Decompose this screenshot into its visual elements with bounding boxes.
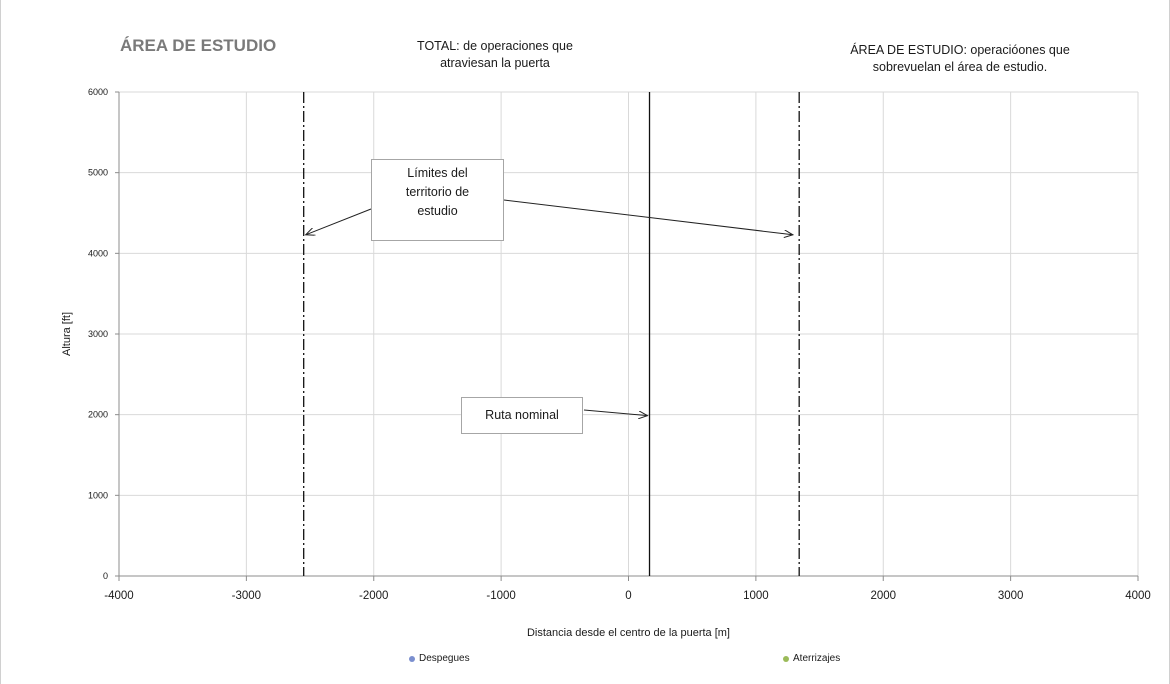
area-note-line2: sobrevuelan el área de estudio. [872, 60, 1048, 74]
legend-marker-icon [409, 655, 415, 662]
limit-arrow-left [306, 208, 372, 235]
area-note: ÁREA DE ESTUDIO: operacióones que sobrev… [800, 42, 1120, 76]
total-note-line1: TOTAL: de operaciones que [417, 39, 573, 53]
x-tick-label: 4000 [1125, 590, 1151, 602]
limits-callout-line3: estudio [417, 204, 458, 218]
limits-callout-line1: Límites del [407, 166, 468, 180]
x-tick-label: 1000 [743, 590, 769, 602]
limit-arrow-right [503, 199, 793, 235]
y-tick-label: 2000 [88, 410, 108, 420]
y-axis-title: Altura [ft] [61, 312, 73, 356]
x-tick-label: -3000 [232, 590, 261, 602]
x-tick-label: -4000 [104, 590, 133, 602]
limits-callout: Límites del territorio de estudio [371, 159, 504, 241]
route-arrow [583, 409, 648, 416]
route-callout: Ruta nominal [461, 397, 583, 434]
legend-marker-icon [783, 655, 789, 662]
total-note: TOTAL: de operaciones que atraviesan la … [355, 38, 635, 72]
x-tick-label: 3000 [998, 590, 1024, 602]
y-tick-label: 0 [103, 571, 108, 581]
legend-item-despegues: Despegues [409, 653, 470, 664]
x-axis-title: Distancia desde el centro de la puerta [… [527, 627, 730, 639]
legend-label: Aterrizajes [793, 653, 841, 664]
y-tick-label: 3000 [88, 329, 108, 339]
total-note-line2: atraviesan la puerta [440, 56, 550, 70]
limits-callout-line2: territorio de [405, 185, 470, 199]
area-note-line1: ÁREA DE ESTUDIO: operacióones que [850, 43, 1070, 57]
x-tick-label: -1000 [486, 590, 515, 602]
y-tick-label: 4000 [88, 248, 108, 258]
y-tick-label: 5000 [88, 168, 108, 178]
x-tick-label: 0 [625, 590, 631, 602]
legend-label: Despegues [419, 653, 470, 664]
y-tick-label: 1000 [88, 490, 108, 500]
y-tick-label: 6000 [88, 87, 108, 97]
x-tick-label: -2000 [359, 590, 388, 602]
x-tick-label: 2000 [870, 590, 896, 602]
legend-item-aterrizajes: Aterrizajes [783, 653, 840, 664]
chart-title: ÁREA DE ESTUDIO [120, 36, 277, 55]
